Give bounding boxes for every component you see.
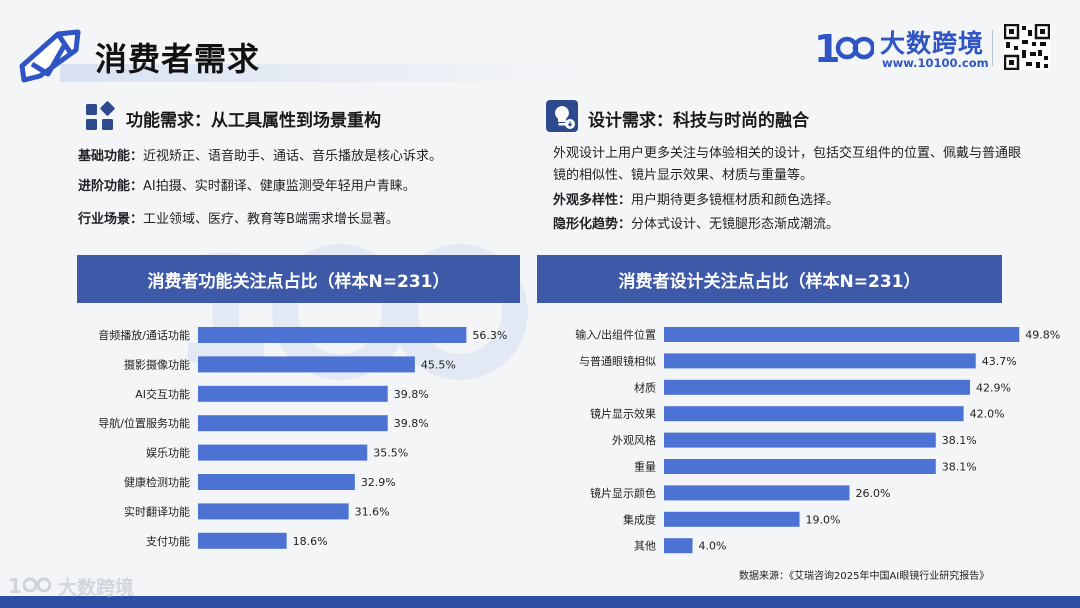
category-label: 输入/出组件位置	[575, 328, 656, 342]
category-label: 与普通眼镜相似	[579, 354, 656, 368]
bar-1	[198, 327, 467, 343]
footer-logo-icon: 1	[8, 573, 56, 602]
footer-brand: 大数跨境	[58, 577, 135, 599]
page-title: 消费者需求	[95, 40, 261, 78]
brand-name: 大数跨境	[880, 29, 985, 58]
bar-6	[198, 474, 355, 490]
left-section-title: 功能需求：从工具属性到场景重构	[126, 111, 381, 131]
value-label: 39.8%	[394, 417, 429, 430]
value-label: 32.9%	[361, 476, 396, 489]
value-label: 26.0%	[855, 487, 890, 500]
title-underline-band	[60, 64, 580, 82]
chart-left-title: 消费者功能关注点占比（样本N=231）	[77, 255, 520, 303]
value-label: 45.5%	[421, 358, 456, 371]
bar-3	[664, 379, 971, 395]
right-item-2: 隐形化趋势：分体式设计、无镜腿形态渐成潮流。	[553, 217, 840, 232]
bar-6	[664, 459, 936, 474]
value-label: 19.0%	[806, 513, 841, 526]
category-label: 其他	[634, 540, 656, 553]
bar-8	[664, 511, 800, 527]
chart-right-title: 消费者设计关注点占比（样本N=231）	[537, 255, 1002, 303]
value-label: 31.6%	[355, 505, 390, 518]
value-label: 18.6%	[293, 535, 328, 548]
brand-url: www.10100.com	[882, 56, 989, 70]
value-label: 38.1%	[942, 461, 977, 474]
left-item-1: 基础功能：近视矫正、语音助手、通话、音乐播放是核心诉求。	[78, 149, 443, 164]
value-label: 42.0%	[970, 408, 1005, 421]
bar-4	[664, 406, 964, 422]
brand-logo-icon: 1	[814, 26, 876, 71]
value-label: 35.5%	[373, 447, 408, 460]
title-logo-icon	[18, 24, 82, 84]
right-item-1: 外观多样性：用户期待更多镜框材质和颜色选择。	[553, 193, 840, 208]
category-label: 镜片显示颜色	[590, 486, 656, 500]
category-label: 音频播放/通话功能	[98, 328, 190, 342]
category-label: 娱乐功能	[146, 446, 190, 460]
qr-code-icon	[1003, 23, 1051, 71]
bar-9	[664, 538, 693, 554]
category-label: 实时翻译功能	[124, 504, 190, 518]
svg-text:1: 1	[8, 574, 22, 597]
category-label: 材质	[634, 380, 656, 394]
bar-2	[198, 356, 415, 373]
right-intro: 外观设计上用户更多关注与体验相关的设计，包括交互组件的位置、佩戴与普通眼镜的相似…	[553, 146, 1022, 183]
bar-4	[198, 415, 388, 432]
category-label: 支付功能	[146, 534, 190, 548]
category-label: 健康检测功能	[124, 475, 190, 489]
bar-5	[198, 444, 368, 461]
value-label: 39.8%	[394, 388, 429, 401]
chart-left: 音频播放/通话功能 56.3% 摄影摄像功能 45.5% AI交互功能 39.8% 导航/位…	[98, 327, 507, 549]
right-section-title: 设计需求：科技与时尚的融合	[588, 111, 809, 131]
category-label: 镜片显示效果	[590, 407, 656, 421]
category-label: 摄影摄像功能	[124, 357, 190, 371]
category-label: 外观风格	[612, 433, 656, 447]
bar-8	[198, 532, 287, 549]
value-label: 49.8%	[1025, 329, 1060, 342]
bar-5	[664, 432, 936, 448]
bar-7	[664, 485, 850, 501]
bar-2	[664, 353, 976, 369]
left-item-2: 进阶功能：AI拍摄、实时翻译、健康监测受年轻用户青睐。	[78, 179, 416, 194]
widgets-icon	[84, 101, 116, 133]
category-label: 导航/位置服务功能	[98, 416, 190, 430]
category-label: 集成度	[623, 512, 656, 526]
footer-band	[0, 596, 1080, 608]
value-label: 43.7%	[982, 355, 1017, 368]
value-label: 38.1%	[942, 434, 977, 447]
chart-right: 输入/出组件位置 49.8% 与普通眼镜相似 43.7% 材质 42.9% 镜片显示效果 42…	[575, 327, 1060, 554]
value-label: 4.0%	[699, 540, 727, 553]
value-label: 56.3%	[472, 329, 507, 342]
category-label: AI交互功能	[135, 387, 190, 401]
bar-3	[198, 385, 388, 402]
source-note: 数据来源：《艾瑞咨询2025年中国AI眼镜行业研究报告》	[739, 571, 990, 582]
category-label: 重量	[634, 460, 656, 474]
left-item-3: 行业场景：工业领域、医疗、教育等B端需求增长显著。	[78, 212, 399, 227]
bar-1	[664, 327, 1020, 342]
value-label: 42.9%	[976, 381, 1011, 394]
lightbulb-icon	[546, 100, 578, 132]
brand-divider	[992, 30, 993, 66]
bar-7	[198, 503, 349, 520]
